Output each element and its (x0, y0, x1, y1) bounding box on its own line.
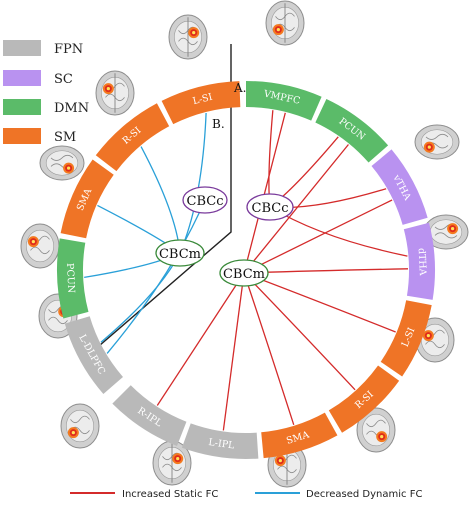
brain-thumbnail-3 (95, 70, 135, 116)
brain-thumbnail-7 (60, 403, 100, 449)
ring-b-segment-label-l-si: L-SI (192, 92, 214, 108)
node-cbcc-b: CBCc (182, 186, 228, 214)
legend-label-sc: SC (54, 72, 73, 87)
static-line-cbcm-l-ipl (222, 272, 245, 431)
legend-swatch-sc (3, 70, 41, 86)
ring-b-segment-sma (60, 159, 114, 239)
legend-swatch-fpn (3, 40, 41, 56)
ring-a-segment-vtha (371, 149, 428, 225)
panel-label-b: B. (212, 117, 225, 131)
dynamic-line-cbcm-l-si (179, 112, 207, 254)
ring-a-segment-r-ipl (112, 385, 187, 446)
line-legend: Increased Static FC Decreased Dynamic FC (70, 489, 422, 500)
ring-b-segment-pcun (56, 238, 89, 319)
brain-thumbnails (20, 0, 469, 488)
ring-a-segment-label-dtha: dTHA (416, 248, 428, 276)
panel-label-a: A. (233, 81, 246, 95)
static-line-cbcm-vmpfc (243, 112, 286, 274)
brain-thumbnail-8 (152, 440, 192, 486)
ring-a-segment-sma (261, 412, 338, 459)
node-cbcc-a: CBCc (246, 193, 294, 221)
line-legend-dynamic-label: Decreased Dynamic FC (306, 489, 422, 500)
brain-thumbnail-4 (39, 145, 85, 181)
brain-thumbnail-1 (265, 0, 305, 46)
legend-swatch-sm (3, 128, 41, 144)
ring-a-segment-l-si (380, 300, 432, 377)
dynamic-line-cbcc-l-dlpfc (106, 199, 206, 354)
ring-b-segment-l-dlpfc (64, 316, 123, 394)
node-cbcm-b: CBCm (155, 239, 205, 267)
node-cbcm-a: CBCm (219, 259, 269, 287)
legend-label-dmn: DMN (54, 101, 89, 116)
brain-thumbnail-12 (423, 214, 469, 250)
ring-b-segment-r-si (95, 103, 170, 172)
static-line-cbcm-r-si (243, 272, 356, 391)
static-line-cbcm-l-si (243, 272, 396, 333)
ring-a-segment-dtha (403, 222, 435, 300)
static-line-cbcm-sma (243, 272, 295, 426)
brain-thumbnail-13 (414, 124, 460, 160)
ring-a-segment-label-l-ipl: L-IPL (208, 437, 236, 452)
static-line-cbcc-dtha (269, 206, 408, 257)
node-cbcm-b-label: CBCm (159, 247, 201, 262)
node-cbcc-a-label: CBCc (252, 201, 289, 216)
brain-thumbnail-10 (356, 407, 396, 453)
node-cbcc-b-label: CBCc (187, 194, 224, 209)
static-line-cbcc-vmpfc (268, 110, 274, 208)
ring-b-segment-l-si (161, 81, 241, 125)
static-line-cbcm-pcun (243, 144, 349, 274)
ring-a-segment-r-si (328, 365, 400, 433)
brain-thumbnail-5 (20, 223, 60, 269)
ring-b-segment-label-pcun: PCUN (64, 263, 76, 293)
legend-label-sm: SM (54, 130, 76, 145)
line-legend-static-label: Increased Static FC (122, 489, 218, 500)
ring-a-segment-pcun (315, 98, 389, 163)
ring-a-segment-l-ipl (181, 423, 259, 459)
node-cbcm-a-label: CBCm (223, 267, 265, 282)
brain-thumbnail-2 (168, 14, 208, 60)
static-line-cbcm-r-ipl (156, 272, 245, 406)
dynamic-line-cbcm-r-si (140, 146, 181, 254)
network-legend: FPN SC DMN SM (3, 40, 89, 145)
legend-label-fpn: FPN (54, 42, 83, 57)
ring-a-segment-vmpfc (246, 81, 322, 121)
legend-swatch-dmn (3, 99, 41, 115)
